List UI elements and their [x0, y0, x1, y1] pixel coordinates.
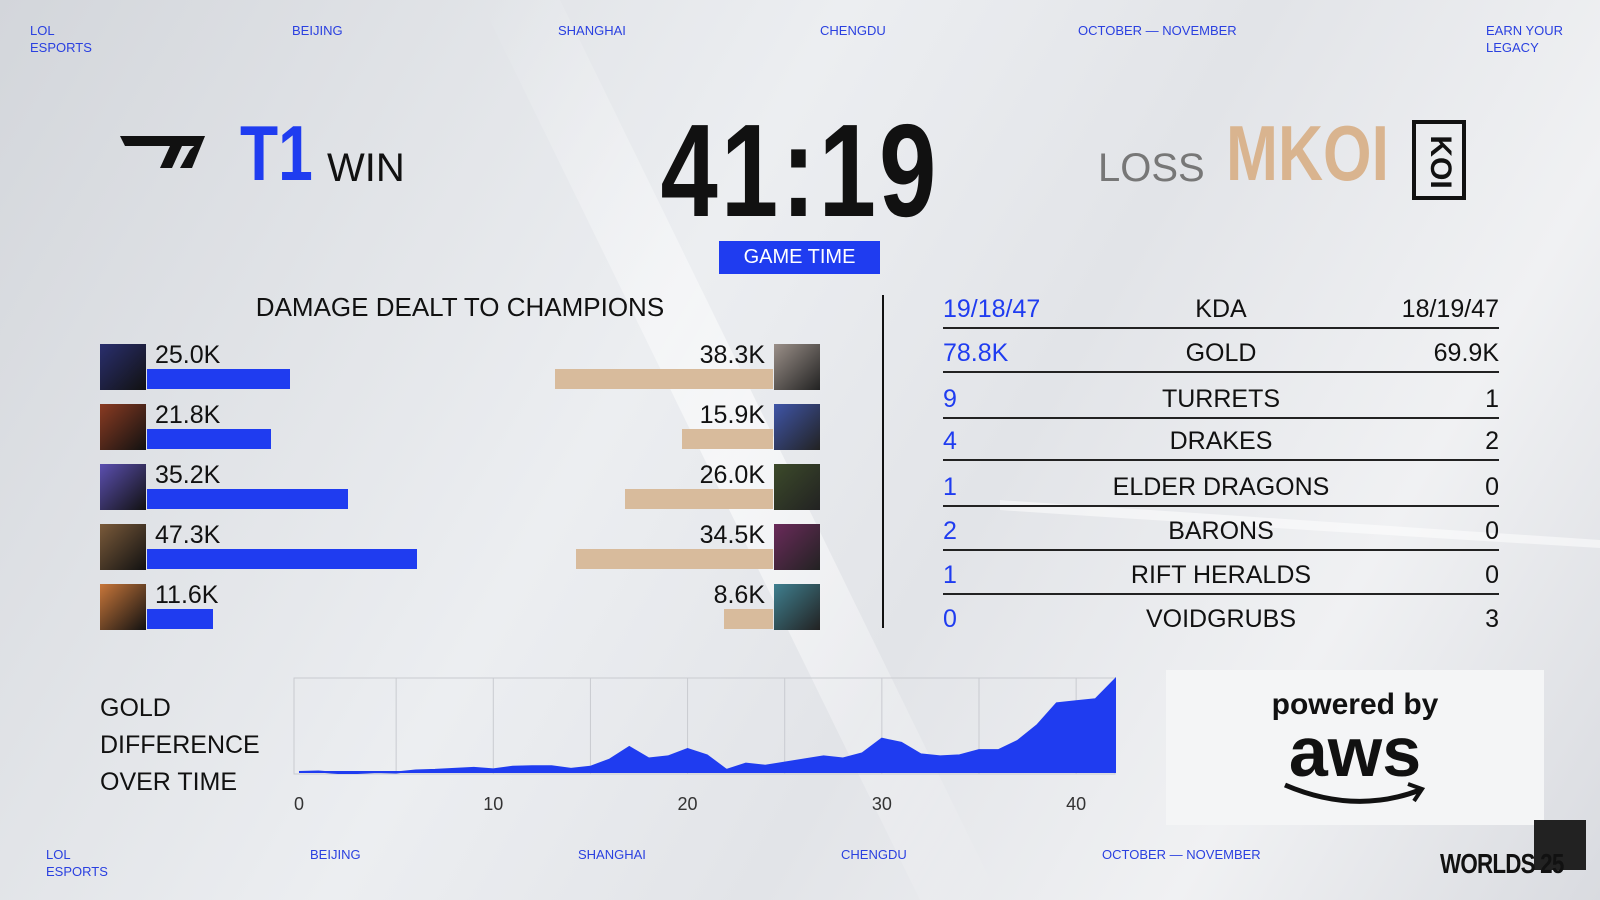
stat-team2: 69.9K [1433, 339, 1499, 367]
stat-label: RIFT HERALDS [1130, 561, 1312, 589]
bar [147, 429, 272, 449]
team2-result: LOSS [1098, 146, 1205, 190]
bar [147, 549, 417, 569]
stat-team2: 0 [1485, 561, 1499, 589]
sponsor-line1: powered by [1271, 688, 1439, 721]
value-label: 26.0K [699, 461, 765, 489]
game-time: 41:19 [660, 97, 940, 244]
value-label: 25.0K [155, 341, 221, 369]
chart-title: GOLD DIFFERENCE OVER TIME [100, 694, 260, 796]
stat-team1: 9 [943, 385, 957, 413]
bar [576, 549, 773, 569]
stat-team2: 18/19/47 [1401, 295, 1499, 323]
koi-logo: KOI [1412, 120, 1466, 200]
footer-item: CHENGDU [841, 847, 907, 862]
x-tick-label: 0 [294, 794, 304, 814]
game-time-label: GAME TIME [719, 241, 880, 274]
nav-item: BEIJING [292, 23, 343, 38]
x-tick-label: 40 [1066, 794, 1086, 814]
value-label: 21.8K [155, 401, 221, 429]
value-label: 34.5K [699, 521, 765, 549]
stat-team1: 1 [943, 561, 957, 589]
event-logo: WORLDS 25 [1440, 848, 1564, 879]
champion-portrait [100, 584, 146, 630]
x-tick-label: 30 [872, 794, 892, 814]
champion-portrait [100, 464, 146, 510]
stat-label: VOIDGRUBS [1145, 605, 1297, 633]
stat-team1: 1 [943, 473, 957, 501]
nav-item: LOL ESPORTS [30, 23, 92, 55]
stat-team2: 3 [1485, 605, 1499, 633]
stat-team1: 4 [943, 427, 957, 455]
champion-portrait [774, 464, 820, 510]
nav-item: SHANGHAI [558, 23, 626, 38]
stat-label: BARONS [1168, 517, 1274, 545]
champion-portrait [774, 344, 820, 390]
value-label: 15.9K [699, 401, 765, 429]
stat-team2: 0 [1485, 473, 1499, 501]
sponsor-line2: aws [1288, 713, 1422, 791]
stat-label: DRAKES [1169, 427, 1273, 455]
worlds-badge [1534, 820, 1586, 870]
champion-portrait [774, 524, 820, 570]
bar [147, 489, 348, 509]
footer-item: LOL ESPORTS [46, 847, 108, 879]
team1-name: T1 [240, 109, 313, 197]
bar [147, 369, 290, 389]
bar [682, 429, 773, 449]
aws-smile [1284, 782, 1421, 804]
bar [624, 489, 773, 509]
x-tick-label: 20 [678, 794, 698, 814]
value-label: 35.2K [155, 461, 221, 489]
team1-result: WIN [327, 146, 405, 190]
footer-item: OCTOBER — NOVEMBER [1102, 847, 1261, 862]
nav-item: OCTOBER — NOVEMBER [1078, 23, 1237, 38]
champion-portrait [774, 404, 820, 450]
stat-team1: 0 [943, 605, 957, 633]
nav-item: CHENGDU [820, 23, 886, 38]
footer-item: SHANGHAI [578, 847, 646, 862]
value-label: 11.6K [155, 581, 219, 609]
stat-team2: 0 [1485, 517, 1499, 545]
stat-team2: 2 [1485, 427, 1499, 455]
aws-arrow [1407, 782, 1426, 803]
value-label: 8.6K [713, 581, 765, 609]
svg-text:KOI: KOI [1424, 135, 1457, 188]
t1-logo [120, 136, 205, 168]
stat-team1: 78.8K [943, 339, 1009, 367]
bg-streak [480, 0, 1000, 900]
stat-team1: 2 [943, 517, 957, 545]
champion-portrait [100, 524, 146, 570]
gold-area [298, 676, 1116, 775]
stat-label: KDA [1195, 295, 1247, 323]
stat-team2: 1 [1485, 385, 1499, 413]
x-tick-label: 10 [483, 794, 503, 814]
champion-portrait [100, 404, 146, 450]
champion-portrait [100, 344, 146, 390]
team2-name: MKOI [1226, 109, 1389, 197]
bg-streak [1000, 500, 1600, 548]
stat-label: TURRETS [1161, 385, 1281, 413]
footer-item: BEIJING [310, 847, 361, 862]
nav-item: EARN YOUR LEGACY [1486, 23, 1564, 55]
stat-team1: 19/18/47 [943, 295, 1041, 323]
bar [723, 609, 773, 629]
stat-label: ELDER DRAGONS [1112, 473, 1330, 501]
value-label: 38.3K [699, 341, 765, 369]
bar [554, 369, 773, 389]
chart-title: DAMAGE DEALT TO CHAMPIONS [255, 292, 665, 322]
champion-portrait [774, 584, 820, 630]
stat-label: GOLD [1185, 339, 1257, 367]
bar [147, 609, 214, 629]
value-label: 47.3K [155, 521, 221, 549]
